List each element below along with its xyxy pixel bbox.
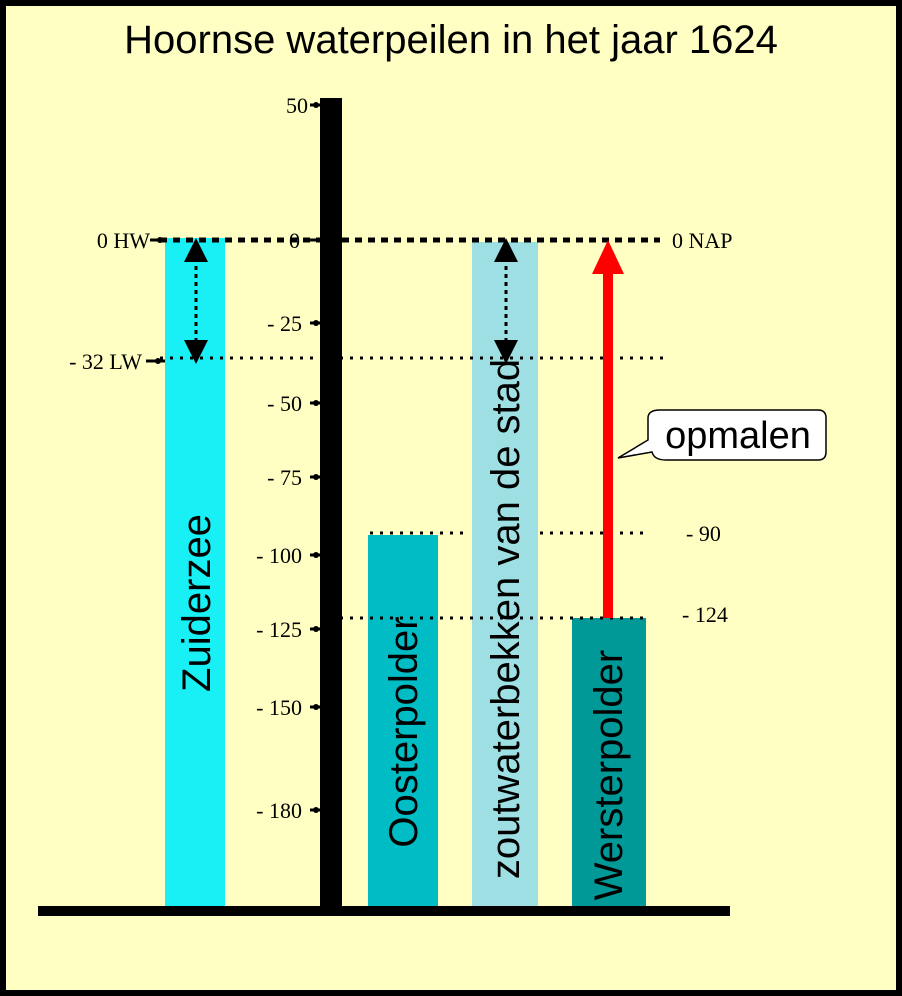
- pumping-arrow-head: [592, 240, 624, 274]
- oosterpolder-level-label: - 90: [686, 521, 721, 546]
- tick-label: - 75: [267, 465, 302, 490]
- baseline: [38, 906, 730, 916]
- wersterpolder-bar: [572, 618, 646, 908]
- lw-label: - 32 LW: [69, 349, 142, 374]
- zuiderzee-label: Zuiderzee: [175, 514, 219, 692]
- diagram-title: Hoornse waterpeilen in het jaar 1624: [124, 18, 778, 62]
- tick-label: - 100: [256, 543, 302, 568]
- tick-label: - 180: [256, 798, 302, 823]
- tick-label: - 50: [267, 391, 302, 416]
- tick-label: 50: [286, 93, 308, 118]
- oosterpolder-bar: [368, 535, 438, 908]
- opmalen-callout: opmalen: [617, 409, 827, 461]
- oosterpolder-label: Oosterpolder: [382, 616, 426, 847]
- tick-label: - 25: [267, 311, 302, 336]
- zoutwaterbekken-label: zoutwaterbekken van de stad: [484, 359, 528, 879]
- hw-label: 0 HW: [97, 228, 150, 253]
- pumping-arrow-shaft: [603, 270, 613, 618]
- wersterpolder-label: Wersterpolder: [587, 650, 631, 900]
- nap-label: 0 NAP: [672, 228, 733, 253]
- tick-label: - 125: [256, 617, 302, 642]
- wersterpolder-level-label: - 124: [682, 602, 728, 627]
- tick-label: - 150: [256, 695, 302, 720]
- vertical-axis: [320, 98, 342, 910]
- callout-label: opmalen: [665, 415, 811, 457]
